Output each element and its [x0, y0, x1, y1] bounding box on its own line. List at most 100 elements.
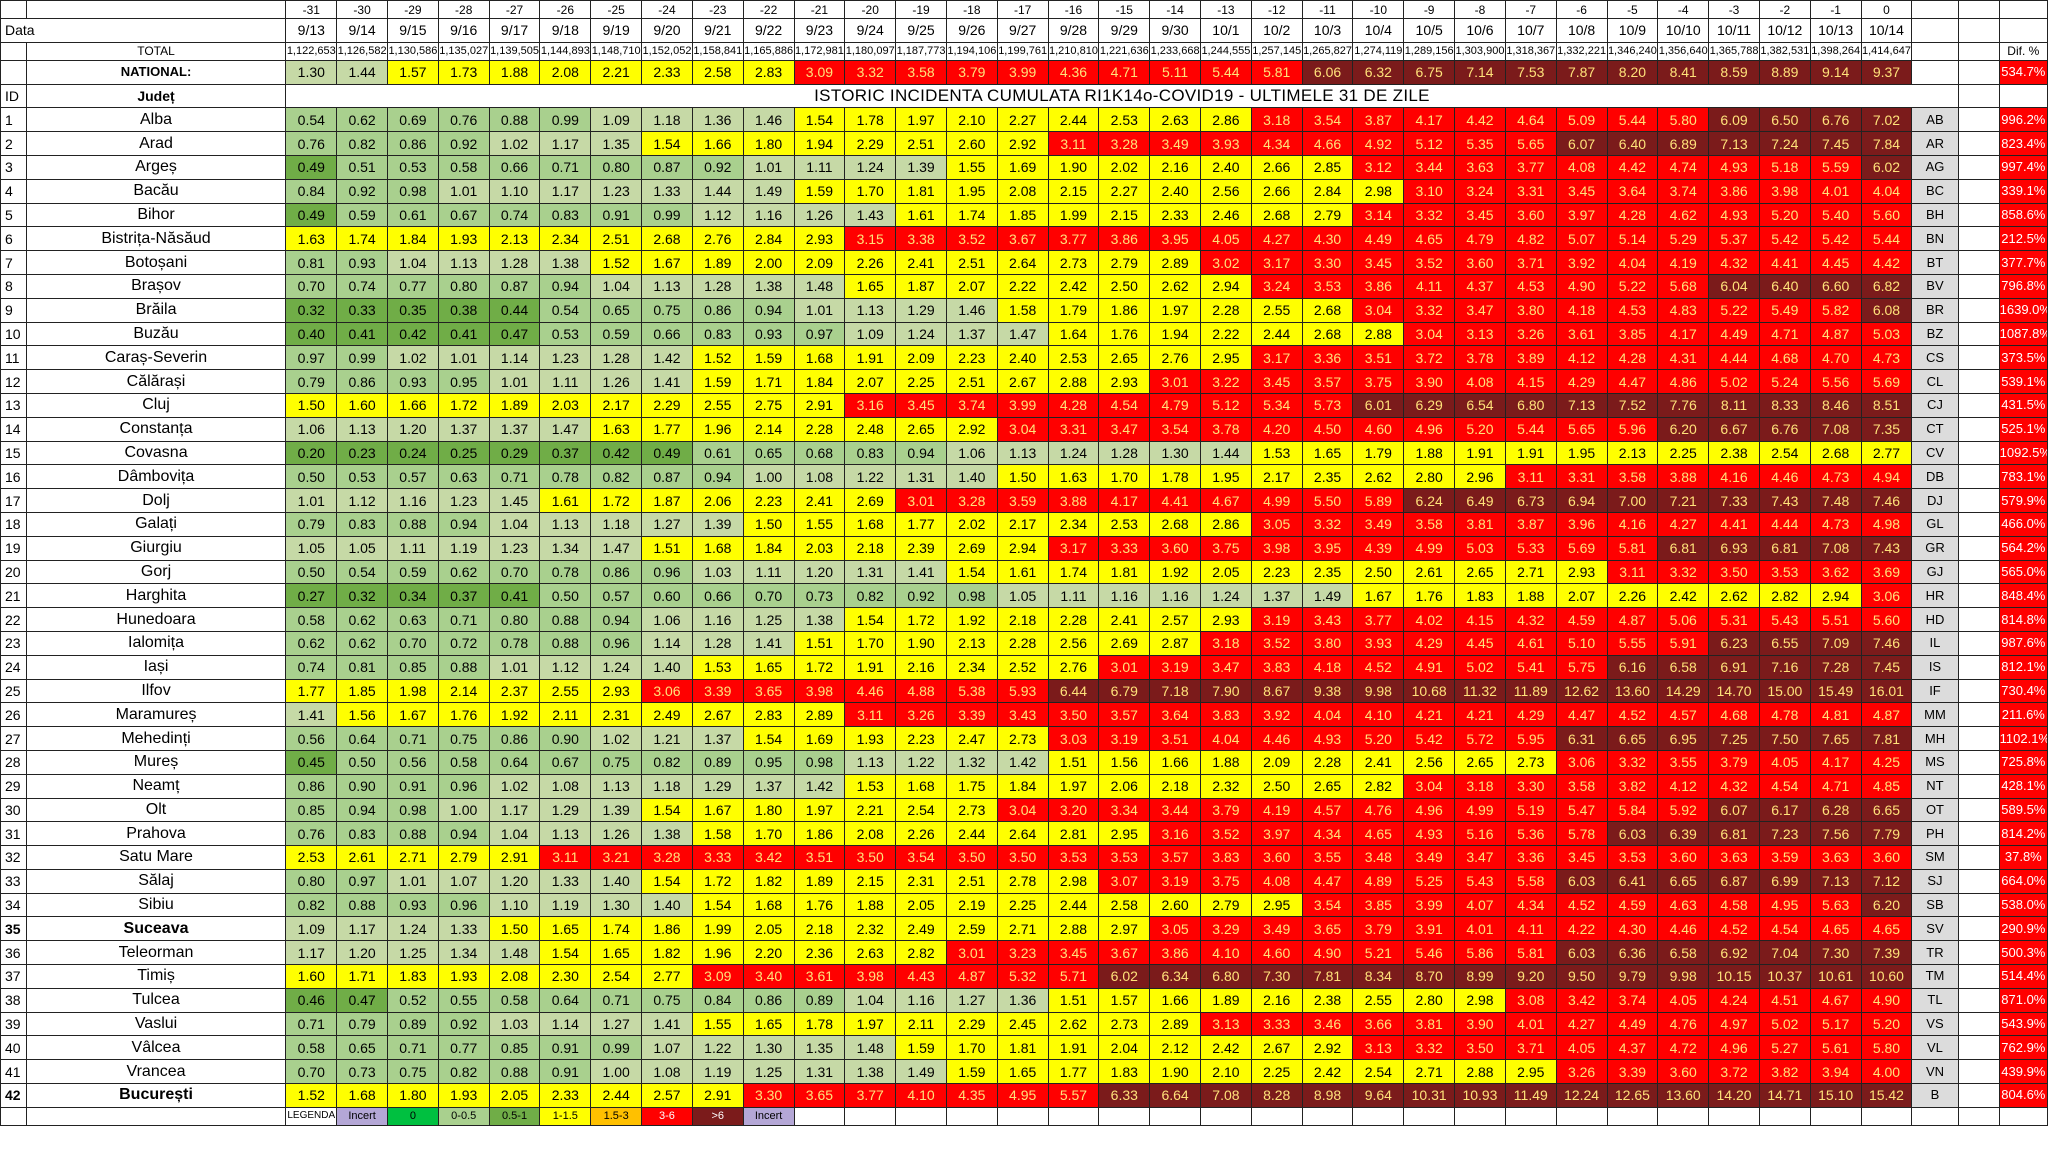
date-cell: 10/4 — [1352, 18, 1405, 43]
incidence-value: 5.06 — [1657, 607, 1710, 632]
incidence-value: 1.52 — [590, 250, 643, 275]
incidence-value: 4.96 — [1403, 416, 1456, 442]
county-row: 36 Teleorman 1.17 1.20 1.25 1.34 1.48 1.54 1.65 1… — [0, 940, 2048, 966]
incidence-value: 3.30 — [1504, 773, 1557, 799]
incidence-value: 2.25 — [1657, 440, 1710, 466]
incidence-value: 2.28 — [1301, 749, 1354, 775]
incidence-value: 2.88 — [1047, 369, 1100, 394]
incidence-value: 7.48 — [1809, 488, 1862, 513]
incidence-value: 2.08 — [844, 821, 897, 847]
incidence-value: 2.55 — [1352, 987, 1405, 1013]
incidence-value: 0.95 — [742, 749, 795, 775]
total-cell: 1,148,710 — [590, 41, 643, 61]
incidence-value: 3.50 — [844, 845, 897, 870]
incidence-value: 2.15 — [1098, 202, 1151, 228]
incidence-value: 3.06 — [1860, 583, 1913, 609]
incidence-value: 0.83 — [691, 321, 744, 347]
date-cell: 10/8 — [1555, 18, 1608, 43]
incidence-value: 0.62 — [285, 630, 338, 656]
incidence-value: 6.99 — [1758, 868, 1811, 894]
incidence-value: 2.73 — [1098, 1011, 1151, 1037]
blank-cell — [1957, 630, 2000, 656]
county-row: 27 Mehedinți 0.56 0.64 0.71 0.75 0.86 0.90 1.02 1… — [0, 726, 2048, 751]
incidence-value: 4.21 — [1403, 702, 1456, 728]
county-abbr: BT — [1911, 250, 1959, 275]
incidence-value: 2.92 — [996, 131, 1049, 156]
incidence-value: 5.03 — [1454, 535, 1506, 561]
incidence-value: 2.56 — [1403, 749, 1456, 775]
incidence-value: 3.18 — [1454, 773, 1506, 799]
day-offset: -2 — [1758, 0, 1811, 19]
incidence-value: 2.10 — [1200, 1059, 1252, 1085]
incidence-value: 3.58 — [1606, 464, 1659, 490]
incidence-value: 2.89 — [1149, 1011, 1201, 1037]
date-cell: 9/25 — [895, 18, 947, 43]
incidence-value: 1.99 — [1047, 202, 1100, 228]
incidence-value: 1.84 — [996, 773, 1049, 799]
incidence-value: 3.79 — [1352, 916, 1405, 942]
blank-cell — [1911, 41, 1959, 61]
total-cell: 1,221,636 — [1098, 41, 1151, 61]
incidence-value: 2.71 — [1504, 559, 1557, 585]
incidence-value: 0.70 — [488, 559, 541, 585]
incidence-value: 2.34 — [539, 226, 592, 252]
national-value: 7.53 — [1504, 59, 1557, 85]
incidence-value: 0.72 — [437, 630, 490, 656]
incidence-value: 1.93 — [437, 1083, 490, 1108]
incidence-value: 0.32 — [336, 583, 388, 609]
incidence-value: 2.22 — [996, 273, 1049, 299]
incidence-value: 2.18 — [996, 607, 1049, 632]
incidence-value: 2.55 — [539, 678, 592, 704]
incidence-value: 1.93 — [844, 726, 897, 751]
incidence-value: 3.87 — [1352, 107, 1405, 133]
incidence-value: 1.26 — [590, 369, 643, 394]
incidence-value: 5.69 — [1860, 369, 1913, 394]
incidence-value: 2.07 — [844, 369, 897, 394]
county-abbr: GR — [1911, 535, 1959, 561]
blank-cell — [1957, 892, 2000, 918]
incidence-value: 3.50 — [1708, 559, 1760, 585]
incidence-value: 0.86 — [336, 369, 388, 394]
incidence-value: 1.45 — [488, 488, 541, 513]
incidence-value: 4.93 — [1708, 202, 1760, 228]
incidence-value: 0.29 — [488, 440, 541, 466]
incidence-value: 3.96 — [1555, 511, 1608, 537]
incidence-value: 3.60 — [1454, 250, 1506, 275]
incidence-value: 6.58 — [1657, 940, 1710, 966]
county-name: Ialomița — [25, 630, 287, 656]
incidence-value: 2.12 — [1149, 1035, 1201, 1061]
incidence-value: 3.64 — [1606, 178, 1659, 204]
national-value: 1.57 — [387, 59, 439, 85]
blank-cell — [1957, 297, 2000, 323]
incidence-value: 0.71 — [387, 1035, 439, 1061]
incidence-value: 3.45 — [1352, 250, 1405, 275]
incidence-value: 11.32 — [1454, 678, 1506, 704]
county-dif: 538.0% — [1998, 892, 2048, 918]
date-cell: 9/29 — [1098, 18, 1151, 43]
incidence-value: 0.94 — [437, 511, 490, 537]
date-cell: 10/10 — [1657, 18, 1710, 43]
incidence-value: 1.96 — [691, 416, 744, 442]
county-name: Sălaj — [25, 868, 287, 894]
incidence-value: 2.09 — [1250, 749, 1303, 775]
county-row: 32 Satu Mare 2.53 2.61 2.71 2.79 2.91 3.11 3.21 3… — [0, 845, 2048, 870]
incidence-value: 2.95 — [1098, 821, 1151, 847]
day-offset: -1 — [1809, 0, 1862, 19]
incidence-value: 1.13 — [336, 416, 388, 442]
incidence-value: 1.48 — [488, 940, 541, 966]
incidence-value: 2.05 — [895, 892, 947, 918]
incidence-value: 1.09 — [844, 321, 897, 347]
incidence-value: 9.50 — [1555, 964, 1608, 989]
incidence-value: 2.23 — [895, 726, 947, 751]
blank-cell — [945, 1106, 998, 1126]
incidence-value: 4.01 — [1454, 916, 1506, 942]
incidence-value: 4.41 — [1149, 488, 1201, 513]
incidence-value: 3.60 — [1657, 845, 1710, 870]
day-offset: -30 — [336, 0, 388, 19]
incidence-value: 1.04 — [488, 511, 541, 537]
county-dif: 539.1% — [1998, 369, 2048, 394]
legend-item: Incert — [336, 1106, 388, 1126]
incidence-value: 1.20 — [336, 940, 388, 966]
incidence-value: 0.88 — [539, 607, 592, 632]
incidence-value: 6.01 — [1352, 392, 1405, 418]
